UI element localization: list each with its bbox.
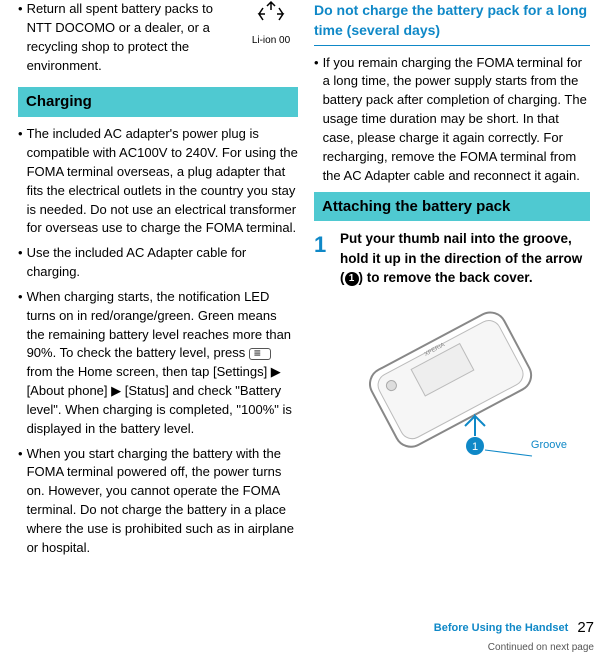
circle-1-icon: 1 xyxy=(345,272,359,286)
bullet-charging-3: When you start charging the battery with… xyxy=(18,445,298,558)
bullet-text: Use the included AC Adapter cable for ch… xyxy=(27,244,298,282)
bullet-charging-1: Use the included AC Adapter cable for ch… xyxy=(18,244,298,282)
section-header-attach: Attaching the battery pack xyxy=(314,192,590,222)
footer-page-number: 27 xyxy=(577,617,594,639)
bullet-environment: Return all spent battery packs to NTT DO… xyxy=(18,0,238,75)
svg-text:1: 1 xyxy=(472,441,478,453)
recycle-mark: Li-ion 00 xyxy=(244,0,298,48)
bullet-charging-2: When charging starts, the notification L… xyxy=(18,288,298,439)
sub-header-longcharge: Do not charge the battery pack for a lon… xyxy=(314,0,590,46)
menu-key-icon xyxy=(249,348,271,360)
bullet-text: Return all spent battery packs to NTT DO… xyxy=(27,0,238,75)
step-1: 1 Put your thumb nail into the groove, h… xyxy=(314,229,590,288)
bullet-text: The included AC adapter's power plug is … xyxy=(27,125,298,238)
recycle-label: Li-ion 00 xyxy=(244,34,298,49)
page-footer: Before Using the Handset 27 Continued on… xyxy=(434,617,594,655)
step-instruction: Put your thumb nail into the groove, hol… xyxy=(340,229,590,288)
groove-label: Groove xyxy=(531,438,567,454)
phone-illustration: XPERIA 1 Groove xyxy=(327,298,577,488)
bullet-text: When charging starts, the notification L… xyxy=(27,288,298,439)
bullet-text: When you start charging the battery with… xyxy=(27,445,298,558)
section-header-charging: Charging xyxy=(18,87,298,117)
bullet-text: If you remain charging the FOMA terminal… xyxy=(323,54,590,186)
step-number: 1 xyxy=(314,229,340,288)
footer-section: Before Using the Handset xyxy=(434,621,568,637)
bullet-charging-0: The included AC adapter's power plug is … xyxy=(18,125,298,238)
footer-continued: Continued on next page xyxy=(434,641,594,656)
bullet-longcharge: If you remain charging the FOMA terminal… xyxy=(314,54,590,186)
